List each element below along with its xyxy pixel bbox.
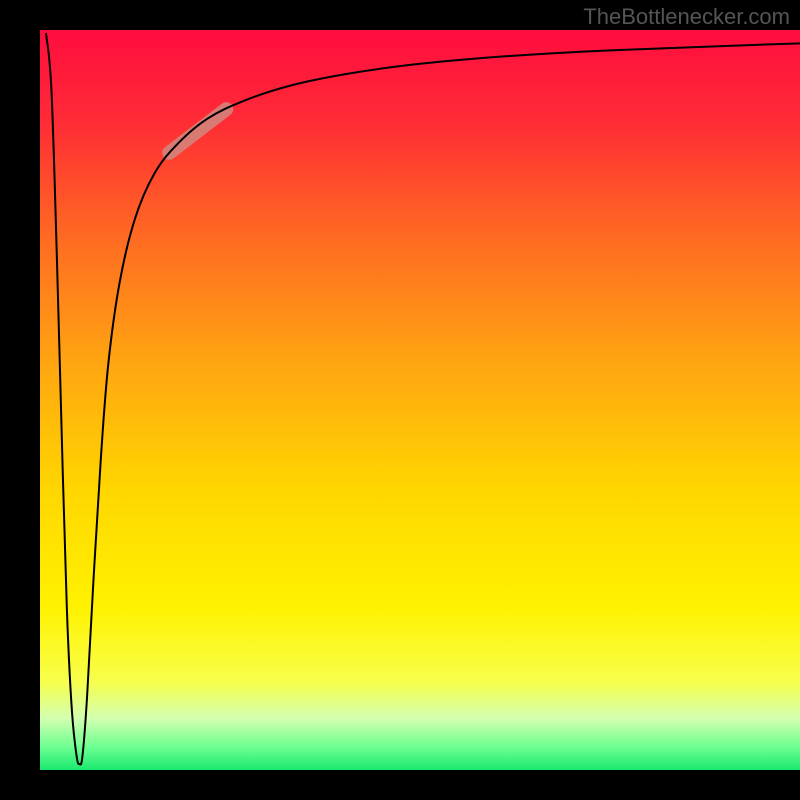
plot-area — [40, 30, 800, 770]
chart-svg — [0, 0, 800, 800]
chart-container: TheBottlenecker.com — [0, 0, 800, 800]
watermark-text: TheBottlenecker.com — [583, 4, 790, 30]
